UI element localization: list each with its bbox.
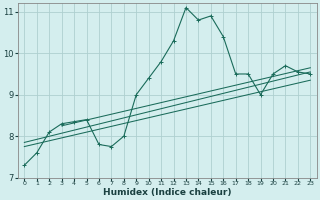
X-axis label: Humidex (Indice chaleur): Humidex (Indice chaleur) xyxy=(103,188,232,197)
